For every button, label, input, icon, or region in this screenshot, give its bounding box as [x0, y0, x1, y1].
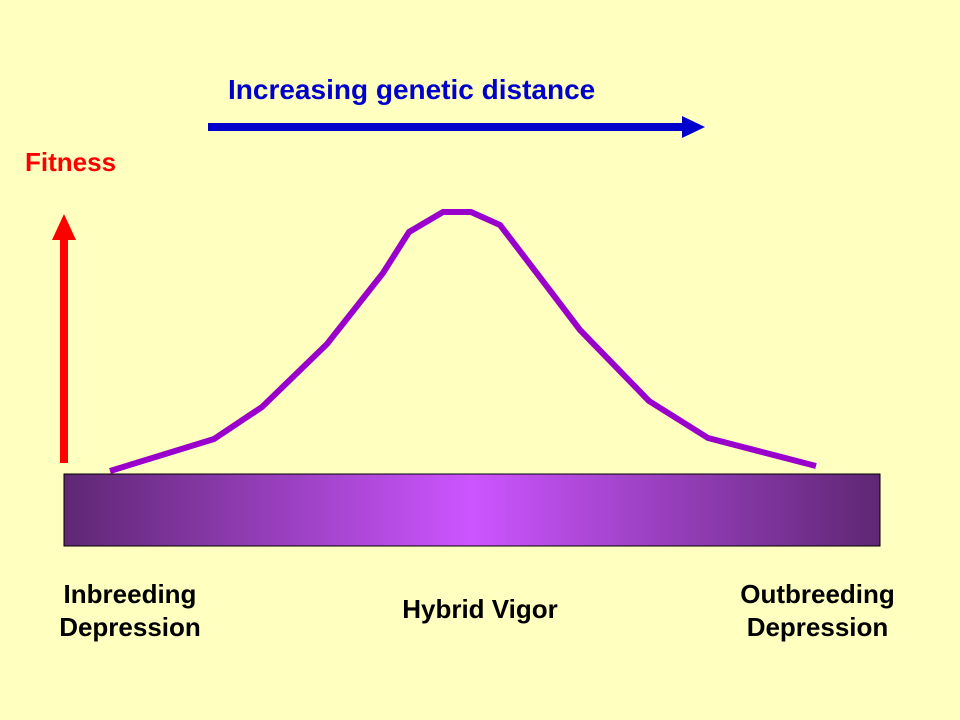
inbreeding-label-line-2: Depression — [59, 611, 201, 642]
inbreeding-depression-label: Inbreeding Depression — [30, 578, 230, 643]
outbreeding-label-line-2: Depression — [746, 611, 889, 642]
genetic-distance-bar — [63, 473, 881, 547]
outbreeding-depression-label: Outbreeding Depression — [705, 578, 930, 643]
genetic-distance-label: Increasing genetic distance — [228, 74, 596, 105]
genetic-distance-arrow — [208, 116, 705, 138]
fitness-curve — [109, 209, 817, 474]
inbreeding-label-line-1: Inbreeding — [63, 579, 197, 609]
hybrid-vigor-label: Hybrid Vigor — [402, 594, 558, 624]
outbreeding-label-line-1: Outbreeding — [740, 579, 895, 609]
fitness-label: Fitness — [25, 147, 117, 177]
fitness-arrow — [52, 214, 76, 463]
